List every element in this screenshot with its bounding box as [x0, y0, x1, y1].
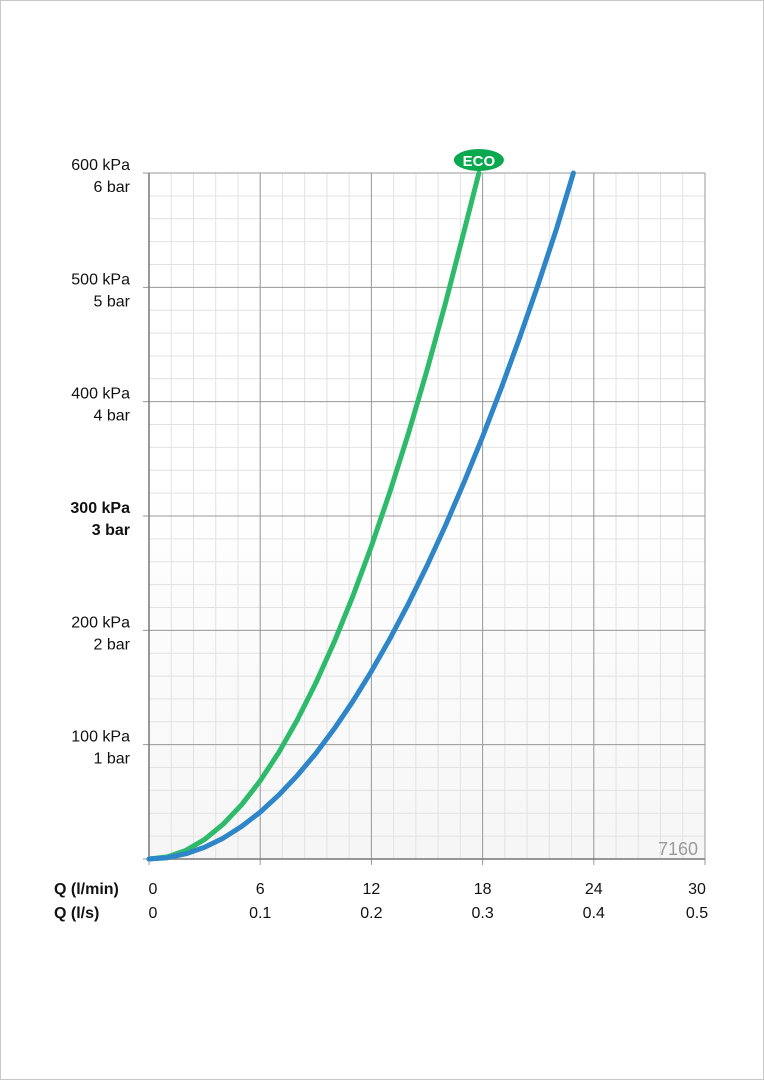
y-tick-label-bar: 2 bar: [94, 636, 131, 653]
x-tick-label: 0.1: [249, 905, 271, 922]
x-tick-label: 0.2: [360, 905, 382, 922]
y-tick-label-kpa: 300 kPa: [70, 500, 130, 517]
eco-badge-label: ECO: [463, 153, 496, 170]
x-tick-label: 0.4: [583, 905, 605, 922]
x-tick-label: 12: [363, 881, 381, 898]
model-number: 7160: [658, 839, 698, 859]
x-tick-label: 18: [474, 881, 492, 898]
x-tick-label: 0.3: [471, 905, 493, 922]
y-tick-label-kpa: 500 kPa: [71, 271, 130, 288]
y-tick-label-bar: 1 bar: [94, 751, 131, 768]
x-tick-label: 0: [149, 881, 158, 898]
series-lines: ECO: [146, 149, 576, 862]
x-axis-title: Q (l/s): [54, 905, 99, 922]
axis-labels: 100 kPa 1 bar 200 kPa 2 bar 300 kPa 3 bar 400 …: [54, 157, 708, 922]
y-tick-label-bar: 4 bar: [94, 408, 131, 425]
x-axis-title: Q (l/min): [54, 881, 119, 898]
x-tick-label: 24: [585, 881, 603, 898]
y-tick-label-kpa: 400 kPa: [71, 386, 130, 403]
x-tick-label: 0: [149, 905, 158, 922]
x-tick-label: 30: [688, 881, 706, 898]
y-tick-label-bar: 6 bar: [94, 179, 131, 196]
x-tick-label: 6: [256, 881, 265, 898]
y-tick-label-bar: 3 bar: [92, 522, 130, 539]
y-tick-label-bar: 5 bar: [94, 293, 131, 310]
x-tick-label: 0.5: [686, 905, 708, 922]
eco-badge: [453, 149, 504, 171]
y-tick-label-kpa: 100 kPa: [71, 729, 130, 746]
y-tick-label-kpa: 200 kPa: [71, 614, 130, 631]
series-line-0: [146, 170, 482, 862]
series-line-1: [146, 170, 576, 862]
y-tick-label-kpa: 600 kPa: [71, 157, 130, 174]
